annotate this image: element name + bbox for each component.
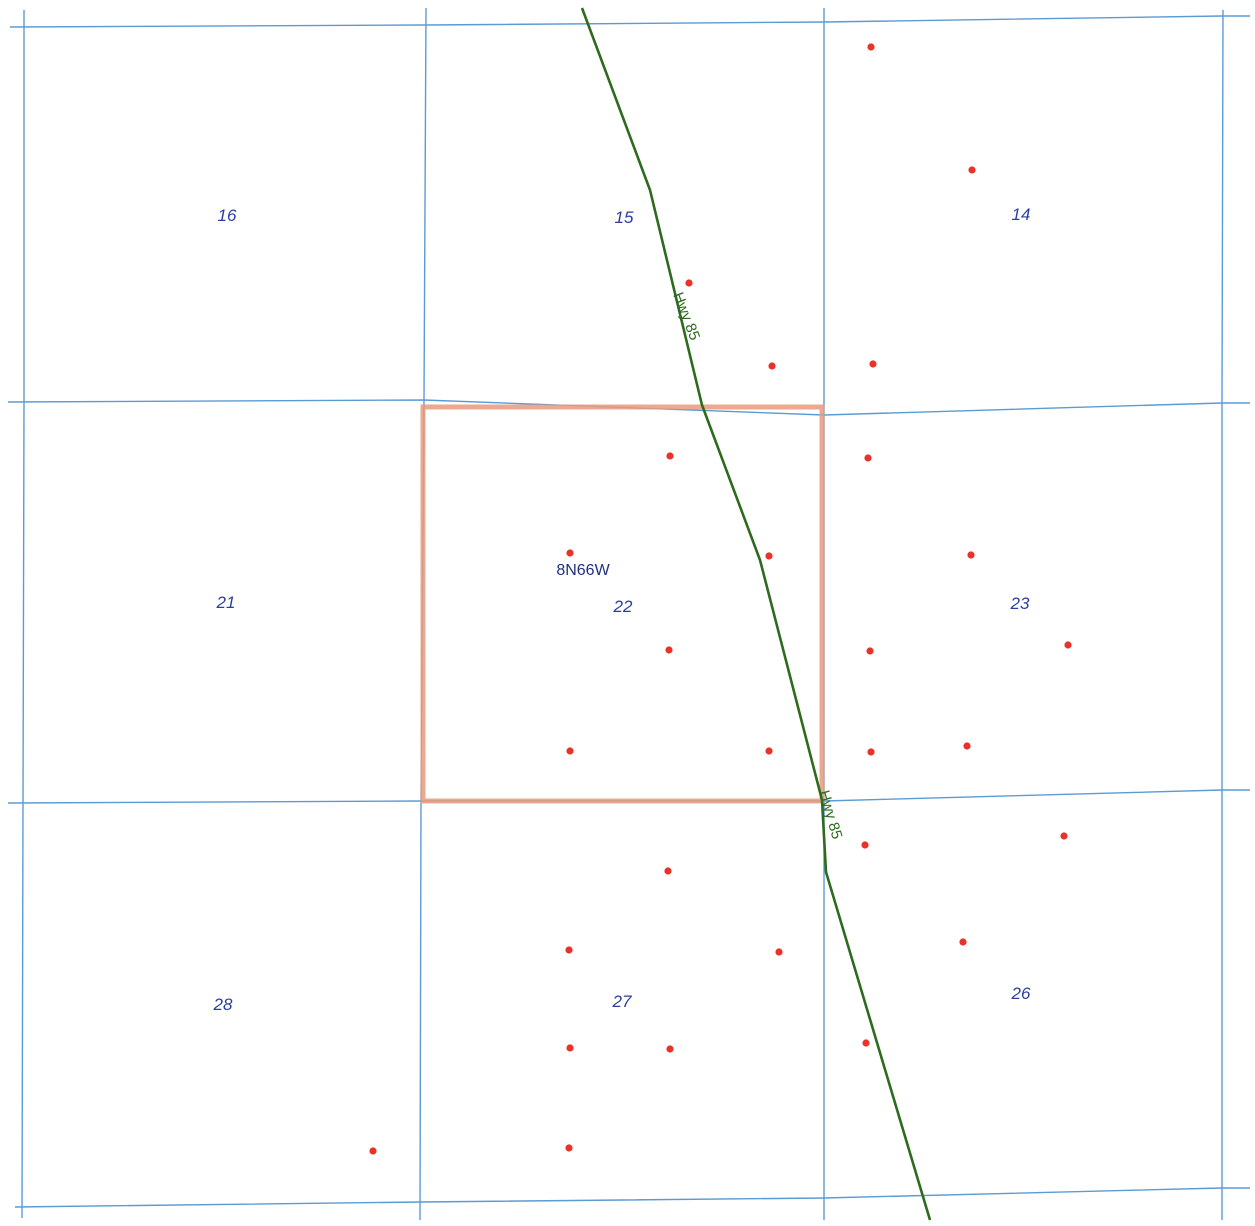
well-point[interactable] [1060, 832, 1068, 840]
highway-line [580, 7, 932, 1221]
well-point[interactable] [967, 551, 975, 559]
well-point[interactable] [768, 362, 776, 370]
section-label-28: 28 [213, 995, 233, 1014]
well-point[interactable] [775, 948, 783, 956]
well-point[interactable] [765, 747, 773, 755]
well-point[interactable] [866, 647, 874, 655]
section-label-27: 27 [612, 992, 632, 1011]
well-point[interactable] [666, 1045, 674, 1053]
well-point[interactable] [959, 938, 967, 946]
well-point[interactable] [862, 1039, 870, 1047]
well-point[interactable] [565, 946, 573, 954]
well-point[interactable] [664, 867, 672, 875]
well-point[interactable] [565, 1144, 573, 1152]
section-label-22: 22 [613, 597, 633, 616]
section-label-16: 16 [218, 206, 237, 225]
grid-line-vertical-left [21, 10, 25, 1219]
township-label: 8N66W [556, 562, 610, 579]
subject-section-outline[interactable] [420, 404, 825, 804]
well-point[interactable] [1064, 641, 1072, 649]
section-label-26: 26 [1011, 984, 1031, 1003]
grid-line-vertical-right [1221, 9, 1224, 1220]
well-point[interactable] [566, 549, 574, 557]
well-point[interactable] [665, 646, 673, 654]
well-point[interactable] [867, 748, 875, 756]
well-point[interactable] [566, 1044, 574, 1052]
section-label-21: 21 [216, 593, 236, 612]
section-label-23: 23 [1010, 594, 1030, 613]
well-point[interactable] [869, 360, 877, 368]
well-point[interactable] [963, 742, 971, 750]
well-point[interactable] [968, 166, 976, 174]
well-point[interactable] [765, 552, 773, 560]
well-point[interactable] [864, 454, 872, 462]
well-point[interactable] [867, 43, 875, 51]
section-label-14: 14 [1012, 205, 1031, 224]
section-label-15: 15 [615, 208, 634, 227]
well-point[interactable] [861, 841, 869, 849]
well-point[interactable] [666, 452, 674, 460]
well-points [369, 43, 1072, 1155]
well-point[interactable] [685, 279, 693, 287]
well-point[interactable] [369, 1147, 377, 1155]
well-point[interactable] [566, 747, 574, 755]
section-labels: 16 15 14 21 22 23 28 27 26 [213, 205, 1031, 1014]
